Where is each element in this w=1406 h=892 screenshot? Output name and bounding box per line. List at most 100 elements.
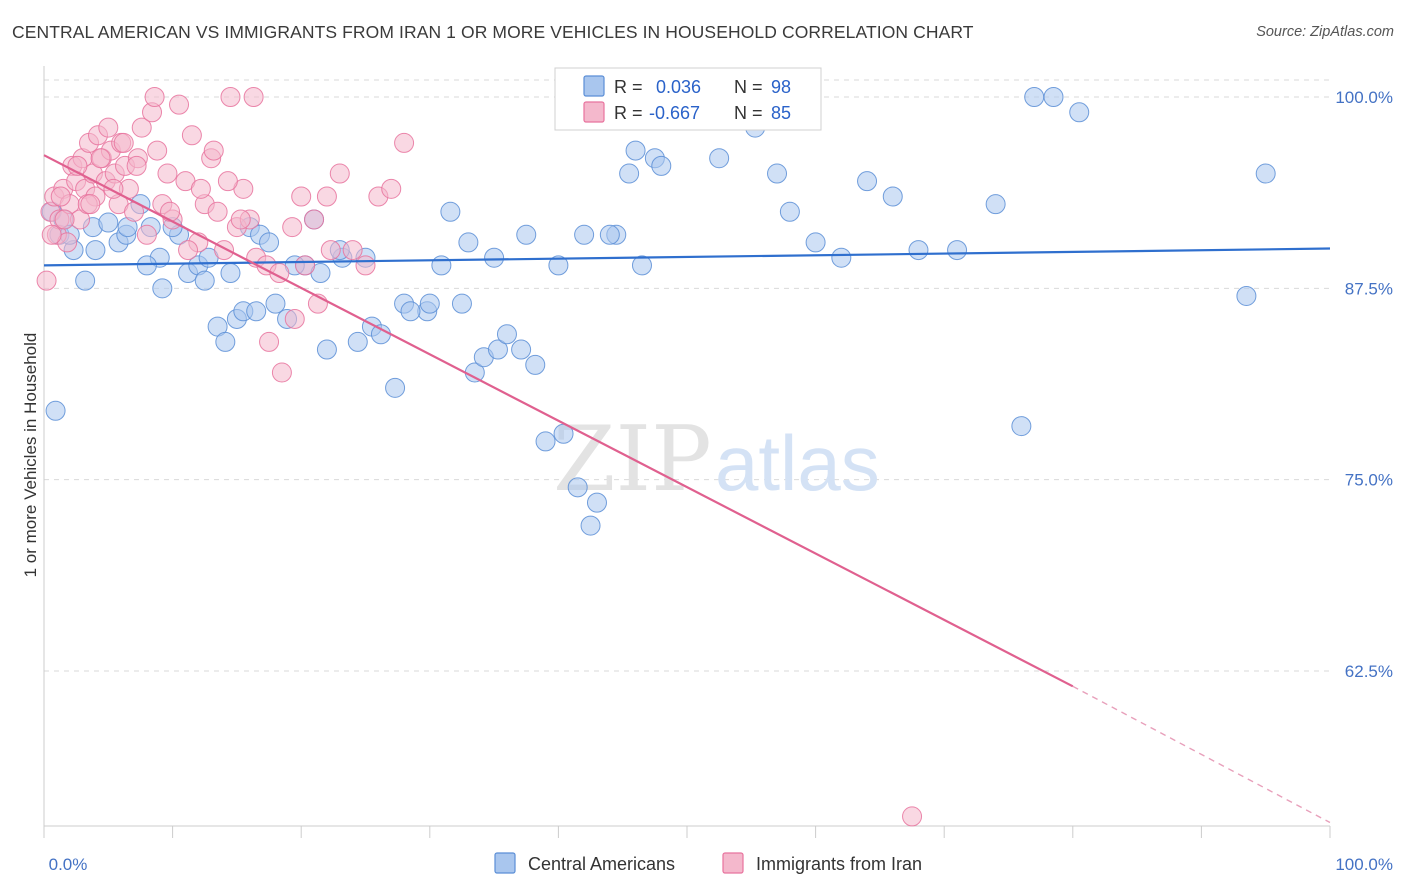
- point-central-american: [516, 224, 537, 245]
- point-central-american: [567, 477, 588, 498]
- point-central-american: [194, 270, 215, 291]
- point-iran: [136, 224, 157, 245]
- trend-line-central-american: [43, 247, 1331, 267]
- point-iran: [316, 186, 337, 207]
- point-iran: [394, 132, 415, 153]
- point-central-american: [831, 247, 852, 268]
- point-central-american: [484, 247, 505, 268]
- point-iran: [147, 140, 168, 161]
- point-iran: [203, 140, 224, 161]
- point-iran: [243, 87, 264, 107]
- point-central-american: [458, 232, 479, 253]
- point-central-american: [370, 324, 391, 345]
- point-iran: [329, 163, 350, 184]
- axes-layer: [43, 66, 1331, 838]
- point-iran: [259, 331, 280, 352]
- point-central-american: [440, 201, 461, 222]
- point-central-american: [535, 431, 556, 452]
- point-central-american: [580, 515, 601, 536]
- point-central-american: [767, 163, 788, 184]
- point-iran: [178, 240, 199, 261]
- grid-layer: [44, 79, 1330, 672]
- tick-labels: 62.5% 75.0% 87.5% 100.0% 0.0% 100.0%: [49, 88, 1393, 874]
- point-iran: [41, 224, 62, 245]
- point-central-american: [1255, 163, 1276, 184]
- point-central-american: [98, 212, 119, 233]
- point-iran: [126, 155, 147, 176]
- legend-n-label-1: N =: [734, 77, 763, 97]
- point-central-american: [152, 278, 173, 299]
- x-tick-label: 100.0%: [1335, 855, 1393, 874]
- point-central-american: [496, 324, 517, 345]
- point-iran: [214, 240, 235, 261]
- bottom-legend-swatch-blue: [494, 852, 516, 874]
- point-central-american: [215, 331, 236, 352]
- point-central-american: [625, 140, 646, 161]
- point-central-american: [511, 339, 532, 360]
- bottom-legend-label-1: Central Americans: [528, 854, 675, 874]
- point-iran: [169, 94, 190, 115]
- y-tick-label: 100.0%: [1335, 88, 1393, 107]
- point-central-american: [599, 224, 620, 245]
- point-iran: [54, 209, 75, 230]
- legend-r-label-2: R =: [614, 103, 643, 123]
- point-iran: [291, 186, 312, 207]
- trend-line-iran: [43, 154, 1074, 688]
- point-central-american: [651, 155, 672, 176]
- point-central-american: [1236, 285, 1257, 306]
- legend-n-label-2: N =: [734, 103, 763, 123]
- point-central-american: [220, 263, 241, 284]
- point-central-american: [882, 186, 903, 207]
- point-central-american: [259, 232, 280, 253]
- point-central-american: [75, 270, 96, 291]
- chart-title: CENTRAL AMERICAN VS IMMIGRANTS FROM IRAN…: [12, 22, 974, 42]
- point-central-american: [316, 339, 337, 360]
- point-iran: [217, 171, 238, 192]
- point-central-american: [947, 240, 968, 261]
- watermark-atlas: atlas: [715, 419, 880, 507]
- point-iran: [131, 117, 152, 138]
- point-iran: [157, 163, 178, 184]
- y-tick-label: 87.5%: [1345, 279, 1393, 298]
- point-iran: [90, 148, 111, 169]
- point-central-american: [779, 201, 800, 222]
- legend-r-label-1: R =: [614, 77, 643, 97]
- point-iran: [381, 178, 402, 199]
- y-tick-label: 75.0%: [1345, 471, 1393, 490]
- point-iran: [304, 209, 325, 230]
- point-iran: [50, 186, 71, 207]
- point-iran: [282, 217, 303, 238]
- point-central-american: [857, 171, 878, 192]
- point-central-american: [619, 163, 640, 184]
- point-central-american: [487, 339, 508, 360]
- points-layer: [36, 87, 1276, 827]
- chart-source: Source: ZipAtlas.com: [1256, 24, 1394, 40]
- point-central-american: [805, 232, 826, 253]
- legend-r-value-2: -0.667: [649, 103, 700, 123]
- point-iran: [80, 194, 101, 215]
- x-tick-label: 0.0%: [49, 855, 88, 874]
- legend-n-value-1: 98: [771, 77, 791, 97]
- point-central-american: [451, 293, 472, 314]
- point-central-american: [431, 255, 452, 276]
- point-iran: [342, 240, 363, 261]
- point-iran: [190, 178, 211, 199]
- stats-legend: R = 0.036 N = 98 R = -0.667 N = 85: [554, 67, 822, 131]
- point-central-american: [1024, 87, 1045, 107]
- point-central-american: [574, 224, 595, 245]
- trend-line-iran-extrapolated: [1072, 685, 1331, 824]
- y-axis-title: 1 or more Vehicles in Household: [21, 333, 40, 578]
- point-central-american: [1043, 87, 1064, 107]
- point-iran: [160, 201, 181, 222]
- legend-swatch-pink: [583, 101, 605, 123]
- point-central-american: [136, 255, 157, 276]
- point-central-american: [385, 377, 406, 398]
- point-central-american: [400, 301, 421, 322]
- point-central-american: [908, 240, 929, 261]
- point-central-american: [246, 301, 267, 322]
- point-iran: [269, 263, 290, 284]
- point-central-american: [709, 148, 730, 169]
- point-iran: [113, 132, 134, 153]
- point-central-american: [586, 492, 607, 513]
